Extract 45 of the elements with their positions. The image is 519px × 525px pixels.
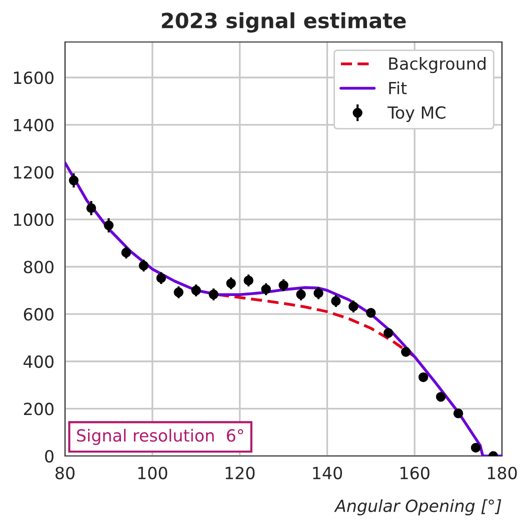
- point: [138, 260, 149, 270]
- point: [278, 280, 288, 290]
- point: [348, 302, 358, 312]
- y-tick-label: 800: [24, 260, 54, 274]
- x-axis-title: Angular Opening [°]: [334, 499, 502, 516]
- point: [418, 372, 428, 382]
- point: [226, 278, 236, 288]
- x-tick-label: 80: [56, 466, 74, 480]
- point: [68, 176, 79, 186]
- chart-title: 2023 signal estimate: [162, 12, 406, 33]
- legend-label: Toy MC: [388, 106, 446, 122]
- point: [208, 290, 218, 300]
- point: [104, 220, 114, 230]
- y-tick-label: 1200: [14, 166, 54, 179]
- y-tick-label: 400: [24, 355, 54, 368]
- point: [366, 308, 376, 318]
- point: [86, 203, 96, 213]
- legend-label: Fit: [389, 81, 407, 94]
- x-tick-label: 160: [400, 466, 430, 480]
- point: [191, 286, 201, 296]
- x-tick-label: 100: [138, 466, 168, 480]
- point: [244, 276, 254, 286]
- point: [401, 347, 411, 357]
- point: [331, 296, 341, 306]
- point: [436, 392, 446, 402]
- x-tick-label: 180: [488, 466, 517, 480]
- y-tick-label: 1400: [14, 118, 54, 132]
- point: [296, 290, 306, 300]
- point: [121, 248, 132, 258]
- y-tick-label: 600: [24, 308, 54, 321]
- point: [384, 328, 394, 338]
- x-tick-label: 140: [313, 466, 342, 480]
- point: [470, 442, 481, 453]
- y-tick-label: 1600: [14, 71, 54, 84]
- point: [453, 408, 464, 418]
- legend-label: Background: [389, 57, 486, 74]
- x-tick-label: 120: [226, 466, 255, 480]
- point: [261, 284, 271, 294]
- y-tick-label: 200: [24, 402, 54, 416]
- y-tick-label: 1000: [14, 213, 54, 226]
- point: [156, 273, 166, 283]
- point: [314, 288, 324, 298]
- y-tick-label: 0: [45, 450, 54, 463]
- point: [174, 287, 184, 298]
- annotation: Signal resolution 6°: [77, 428, 244, 445]
